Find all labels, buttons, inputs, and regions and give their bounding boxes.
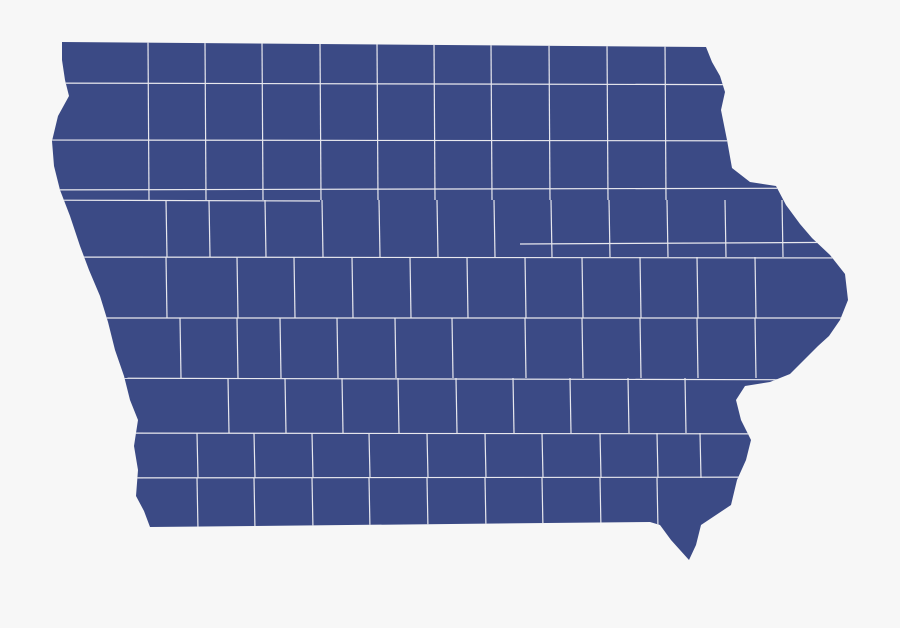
county-border: [548, 42, 551, 201]
county-border: [351, 256, 354, 319]
county-border: [52, 377, 848, 381]
county-border: [699, 432, 702, 479]
county-border: [208, 199, 211, 258]
county-borders: [52, 42, 848, 531]
county-border: [236, 317, 239, 379]
county-border: [204, 42, 207, 201]
county-border: [436, 199, 439, 258]
county-border: [666, 199, 669, 258]
county-border: [754, 256, 757, 319]
county-border: [147, 42, 150, 201]
county-border: [376, 42, 379, 201]
county-border: [397, 377, 400, 434]
county-border: [493, 199, 496, 258]
county-border: [165, 256, 168, 319]
county-border: [639, 256, 642, 319]
county-border: [656, 477, 659, 531]
county-border: [52, 432, 848, 435]
county-border: [484, 477, 487, 531]
county-border: [433, 42, 436, 201]
county-border: [52, 256, 848, 259]
county-border: [236, 256, 239, 319]
county-border: [524, 317, 527, 379]
county-border: [179, 317, 182, 379]
county-border: [581, 317, 584, 379]
county-border: [754, 317, 757, 379]
county-border: [466, 256, 469, 319]
county-border: [253, 477, 256, 531]
county-border: [426, 477, 429, 531]
county-border: [321, 199, 324, 258]
state-outline: [52, 42, 848, 560]
county-border: [550, 199, 553, 258]
county-border: [319, 42, 322, 201]
county-border: [639, 317, 642, 379]
county-border: [627, 377, 630, 434]
county-border: [336, 317, 339, 379]
county-border: [524, 256, 527, 319]
county-border: [696, 317, 699, 379]
county-border: [684, 377, 687, 434]
county-border: [196, 432, 199, 479]
county-border: [451, 317, 454, 379]
county-border: [227, 377, 230, 434]
county-border: [293, 256, 296, 319]
county-border: [541, 477, 544, 531]
county-border: [781, 199, 784, 258]
county-border: [394, 317, 397, 379]
county-border: [311, 432, 314, 479]
county-border: [426, 432, 429, 479]
county-border: [196, 477, 199, 531]
county-border: [724, 199, 727, 258]
county-border: [599, 432, 602, 479]
county-border: [341, 377, 344, 434]
county-border: [608, 199, 611, 258]
county-border: [264, 199, 267, 258]
county-border: [368, 477, 371, 531]
county-border: [484, 432, 487, 479]
county-border: [284, 377, 287, 434]
county-border: [656, 432, 659, 479]
county-border: [52, 187, 848, 191]
county-border: [52, 476, 848, 479]
county-border: [606, 42, 609, 201]
county-border: [541, 432, 544, 479]
county-border: [368, 432, 371, 479]
county-border: [455, 377, 458, 434]
county-border: [165, 199, 168, 258]
county-border: [696, 256, 699, 319]
county-border: [581, 256, 584, 319]
county-border: [569, 377, 572, 434]
county-border: [490, 42, 493, 201]
county-border: [261, 42, 264, 201]
county-border: [409, 256, 412, 319]
county-border: [512, 377, 515, 434]
county-border: [279, 317, 282, 379]
county-border: [253, 432, 256, 479]
county-border: [599, 477, 602, 531]
county-border: [378, 199, 381, 258]
county-border: [311, 477, 314, 531]
county-border: [664, 42, 667, 201]
